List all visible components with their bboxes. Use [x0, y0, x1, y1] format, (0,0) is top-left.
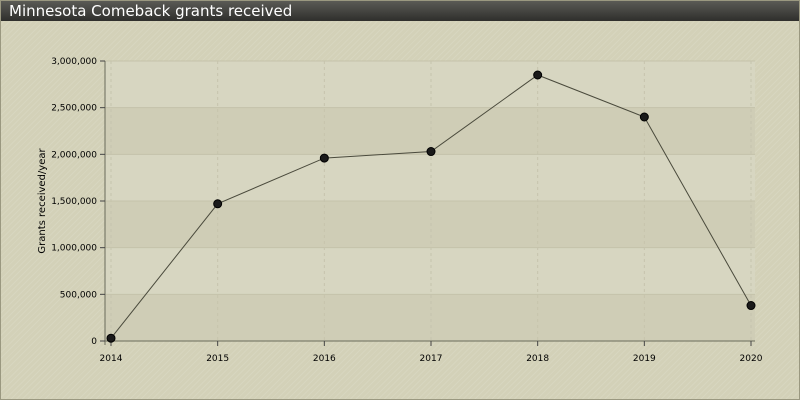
x-tick-labels: 2014 2015 2016 2017 2018 2019 2020 — [100, 341, 763, 364]
data-point-2018 — [533, 70, 543, 80]
plot-background-bands — [105, 61, 755, 341]
y-tick-label: 2,000,000 — [51, 150, 97, 160]
plot-band — [105, 247, 755, 295]
plot-band — [105, 154, 755, 201]
x-tick-label: 2018 — [526, 354, 549, 364]
plot-band — [105, 294, 755, 341]
chart-title: Minnesota Comeback grants received — [1, 1, 799, 21]
axes — [104, 61, 755, 345]
y-tick-label: 0 — [91, 337, 97, 347]
y-tick-label: 1,000,000 — [51, 244, 97, 254]
y-tick-label: 2,500,000 — [51, 104, 97, 114]
data-point-2019 — [639, 112, 649, 122]
plot-band — [105, 201, 755, 248]
plot-band — [105, 61, 755, 108]
y-tick-label: 3,000,000 — [51, 57, 97, 67]
data-point-2017 — [426, 147, 436, 157]
data-point-2015 — [213, 199, 223, 209]
y-tick-labels: 0 500,000 1,000,000 1,500,000 2,000,000 2,500… — [51, 57, 105, 347]
data-point-2014 — [106, 333, 116, 343]
y-tick-label: 1,500,000 — [51, 197, 97, 207]
x-tick-label: 2020 — [740, 354, 763, 364]
x-tick-label: 2014 — [100, 354, 123, 364]
data-point-2016 — [319, 153, 329, 163]
x-tick-label: 2016 — [313, 354, 336, 364]
x-tick-label: 2019 — [633, 354, 656, 364]
x-tick-label: 2017 — [420, 354, 443, 364]
x-tick-label: 2015 — [206, 354, 229, 364]
y-axis-label: Grants received/year — [37, 148, 48, 254]
data-point-2020 — [746, 301, 756, 311]
data-point-markers — [106, 70, 756, 343]
y-tick-label: 500,000 — [60, 290, 97, 300]
